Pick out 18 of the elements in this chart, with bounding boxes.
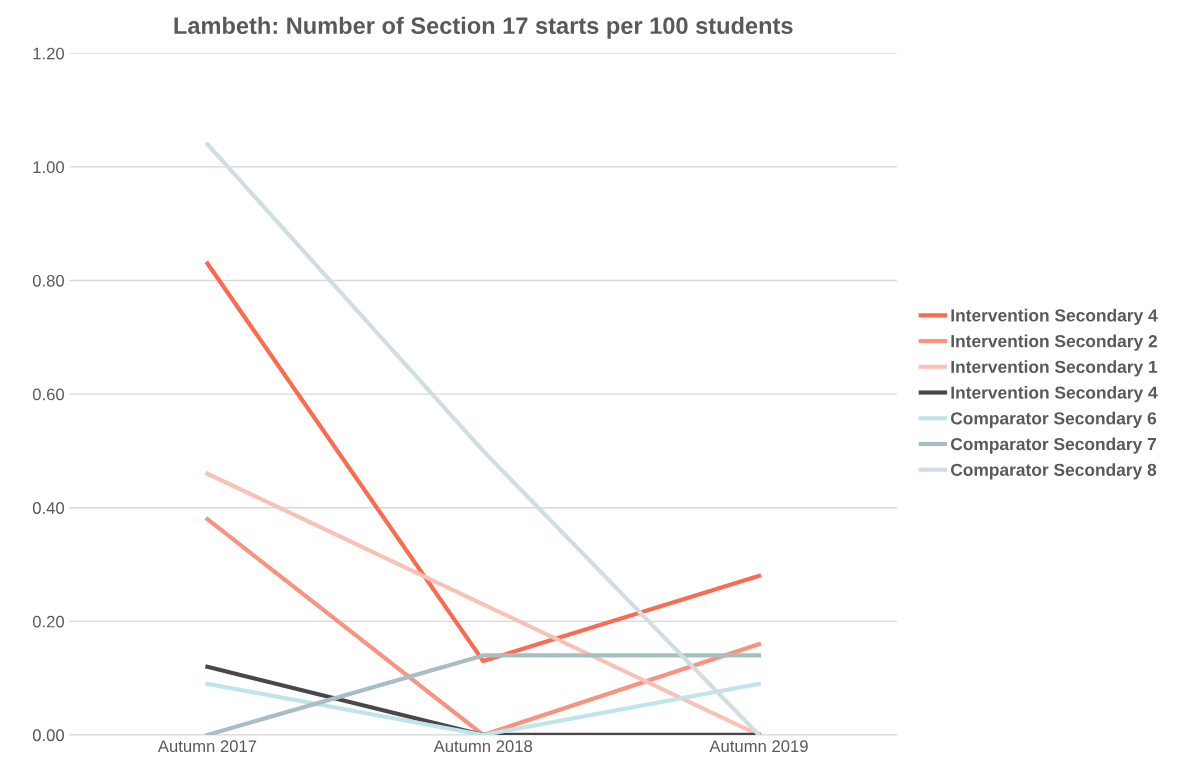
legend-label: Comparator Secondary 8 xyxy=(950,463,1157,480)
y-tick-label: 1.20 xyxy=(33,47,65,60)
y-tick-label: 0.00 xyxy=(32,729,65,742)
legend-label: Intervention Secondary 4 xyxy=(951,386,1158,403)
y-tick-label: 0.20 xyxy=(32,615,65,628)
legend-label: Comparator Secondary 7 xyxy=(950,437,1156,454)
legend-label: Comparator Secondary 6 xyxy=(950,411,1157,428)
x-tick-label: Autumn 2017 xyxy=(157,740,257,753)
x-tick-label: Autumn 2018 xyxy=(433,740,533,753)
legend-label: Intervention Secondary 1 xyxy=(951,360,1158,377)
x-tick-label: Autumn 2019 xyxy=(709,740,808,753)
y-tick-label: 0.60 xyxy=(32,388,65,401)
y-tick-label: 1.00 xyxy=(33,161,65,174)
legend-label: Intervention Secondary 4 xyxy=(951,308,1158,325)
legend-label: Intervention Secondary 2 xyxy=(951,334,1157,351)
y-tick-label: 0.80 xyxy=(32,274,65,287)
chart-title: Lambeth: Number of Section 17 starts per 100 students xyxy=(174,16,793,39)
y-tick-label: 0.40 xyxy=(32,502,65,514)
